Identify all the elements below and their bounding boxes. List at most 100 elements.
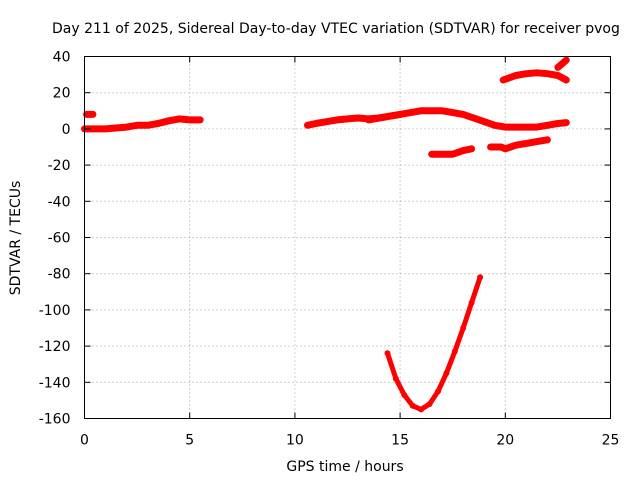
data-point <box>176 115 183 122</box>
data-point <box>554 64 561 71</box>
data-point <box>435 388 441 395</box>
data-point <box>500 77 507 83</box>
data-point <box>304 122 311 129</box>
data-point <box>544 70 551 77</box>
x-tick-label: 10 <box>286 433 304 449</box>
data-point <box>443 370 450 377</box>
data-point <box>502 124 509 131</box>
data-point <box>384 350 391 357</box>
data-point <box>512 142 519 149</box>
y-tick-label: 40 <box>53 50 71 66</box>
data-point <box>491 122 498 129</box>
data-point <box>83 111 90 118</box>
x-axis-label: GPS time / hours <box>286 459 403 475</box>
data-point <box>470 115 477 121</box>
data-point <box>144 122 151 129</box>
data-point <box>544 136 551 143</box>
data-point <box>312 120 319 127</box>
x-tick-label: 0 <box>80 433 89 449</box>
y-tick-label: -80 <box>48 267 71 283</box>
data-point <box>392 375 399 382</box>
grid-lines <box>84 56 611 419</box>
series-arc-1 <box>81 115 204 133</box>
y-tick-label: -20 <box>48 158 71 174</box>
data-point <box>418 107 425 114</box>
data-point <box>563 57 570 64</box>
data-point <box>123 124 130 131</box>
data-point <box>449 109 456 116</box>
data-point <box>468 145 475 152</box>
data-point <box>449 151 456 158</box>
data-point <box>481 118 488 125</box>
data-point <box>559 60 566 67</box>
y-tick-label: -40 <box>48 194 71 210</box>
data-point <box>439 151 446 158</box>
data-point <box>401 392 408 398</box>
data-point <box>376 115 383 121</box>
x-tick-label: 20 <box>496 433 514 449</box>
data-point <box>113 125 120 131</box>
data-point <box>563 77 570 83</box>
y-tick-label: -60 <box>48 231 71 247</box>
data-point <box>477 274 484 281</box>
data-point <box>460 111 467 118</box>
data-point <box>186 116 193 123</box>
data-point <box>533 138 540 145</box>
data-point <box>460 325 467 331</box>
data-point <box>512 72 519 79</box>
data-point <box>409 402 416 409</box>
data-point <box>523 124 530 131</box>
data-point <box>451 348 458 355</box>
data-point <box>533 69 540 76</box>
data-point <box>502 145 509 152</box>
data-point <box>89 111 96 118</box>
data-point <box>563 119 570 126</box>
x-axis-ticks: 0 5 10 15 20 25 <box>80 56 620 449</box>
data-series <box>81 56 570 413</box>
data-point <box>460 147 467 154</box>
data-point <box>554 120 561 127</box>
data-point <box>426 401 433 407</box>
x-tick-label: 15 <box>391 433 409 449</box>
chart-title: Day 211 of 2025, Sidereal Day-to-day VTE… <box>52 21 620 37</box>
data-point <box>386 113 393 120</box>
x-tick-label: 5 <box>185 433 194 449</box>
y-tick-label: 0 <box>62 122 71 138</box>
data-point <box>428 151 435 158</box>
x-tick-label: 25 <box>602 433 620 449</box>
data-point <box>92 125 98 132</box>
data-point <box>355 115 361 121</box>
y-tick-label: 20 <box>53 86 71 102</box>
data-point <box>155 120 162 127</box>
data-point <box>365 116 372 123</box>
data-point <box>165 117 172 124</box>
series-arc-9 <box>385 274 483 412</box>
data-point <box>468 299 475 306</box>
data-point <box>344 115 351 122</box>
data-point <box>197 116 204 123</box>
data-point <box>428 107 435 114</box>
data-point <box>334 116 340 123</box>
plot-frame <box>84 56 611 419</box>
y-axis-ticks: 40 20 0 -20 -40 -60 -80 -100 -120 -140 -160 <box>39 50 611 428</box>
data-point <box>102 125 109 132</box>
data-point <box>407 109 414 116</box>
y-tick-label: -160 <box>39 412 71 428</box>
data-point <box>512 124 519 131</box>
y-tick-label: -120 <box>39 339 71 355</box>
data-point <box>544 122 551 129</box>
data-point <box>523 70 530 77</box>
data-point <box>397 111 404 118</box>
data-point <box>418 406 425 413</box>
data-point <box>487 144 494 150</box>
y-axis-label: SDTVAR / TECUs <box>8 181 24 296</box>
data-point <box>323 118 330 125</box>
y-tick-label: -100 <box>39 303 71 319</box>
y-tick-label: -140 <box>39 375 71 391</box>
data-point <box>439 107 446 114</box>
data-point <box>134 122 141 129</box>
data-point <box>523 140 530 147</box>
data-point <box>554 72 561 79</box>
data-point <box>533 124 540 131</box>
